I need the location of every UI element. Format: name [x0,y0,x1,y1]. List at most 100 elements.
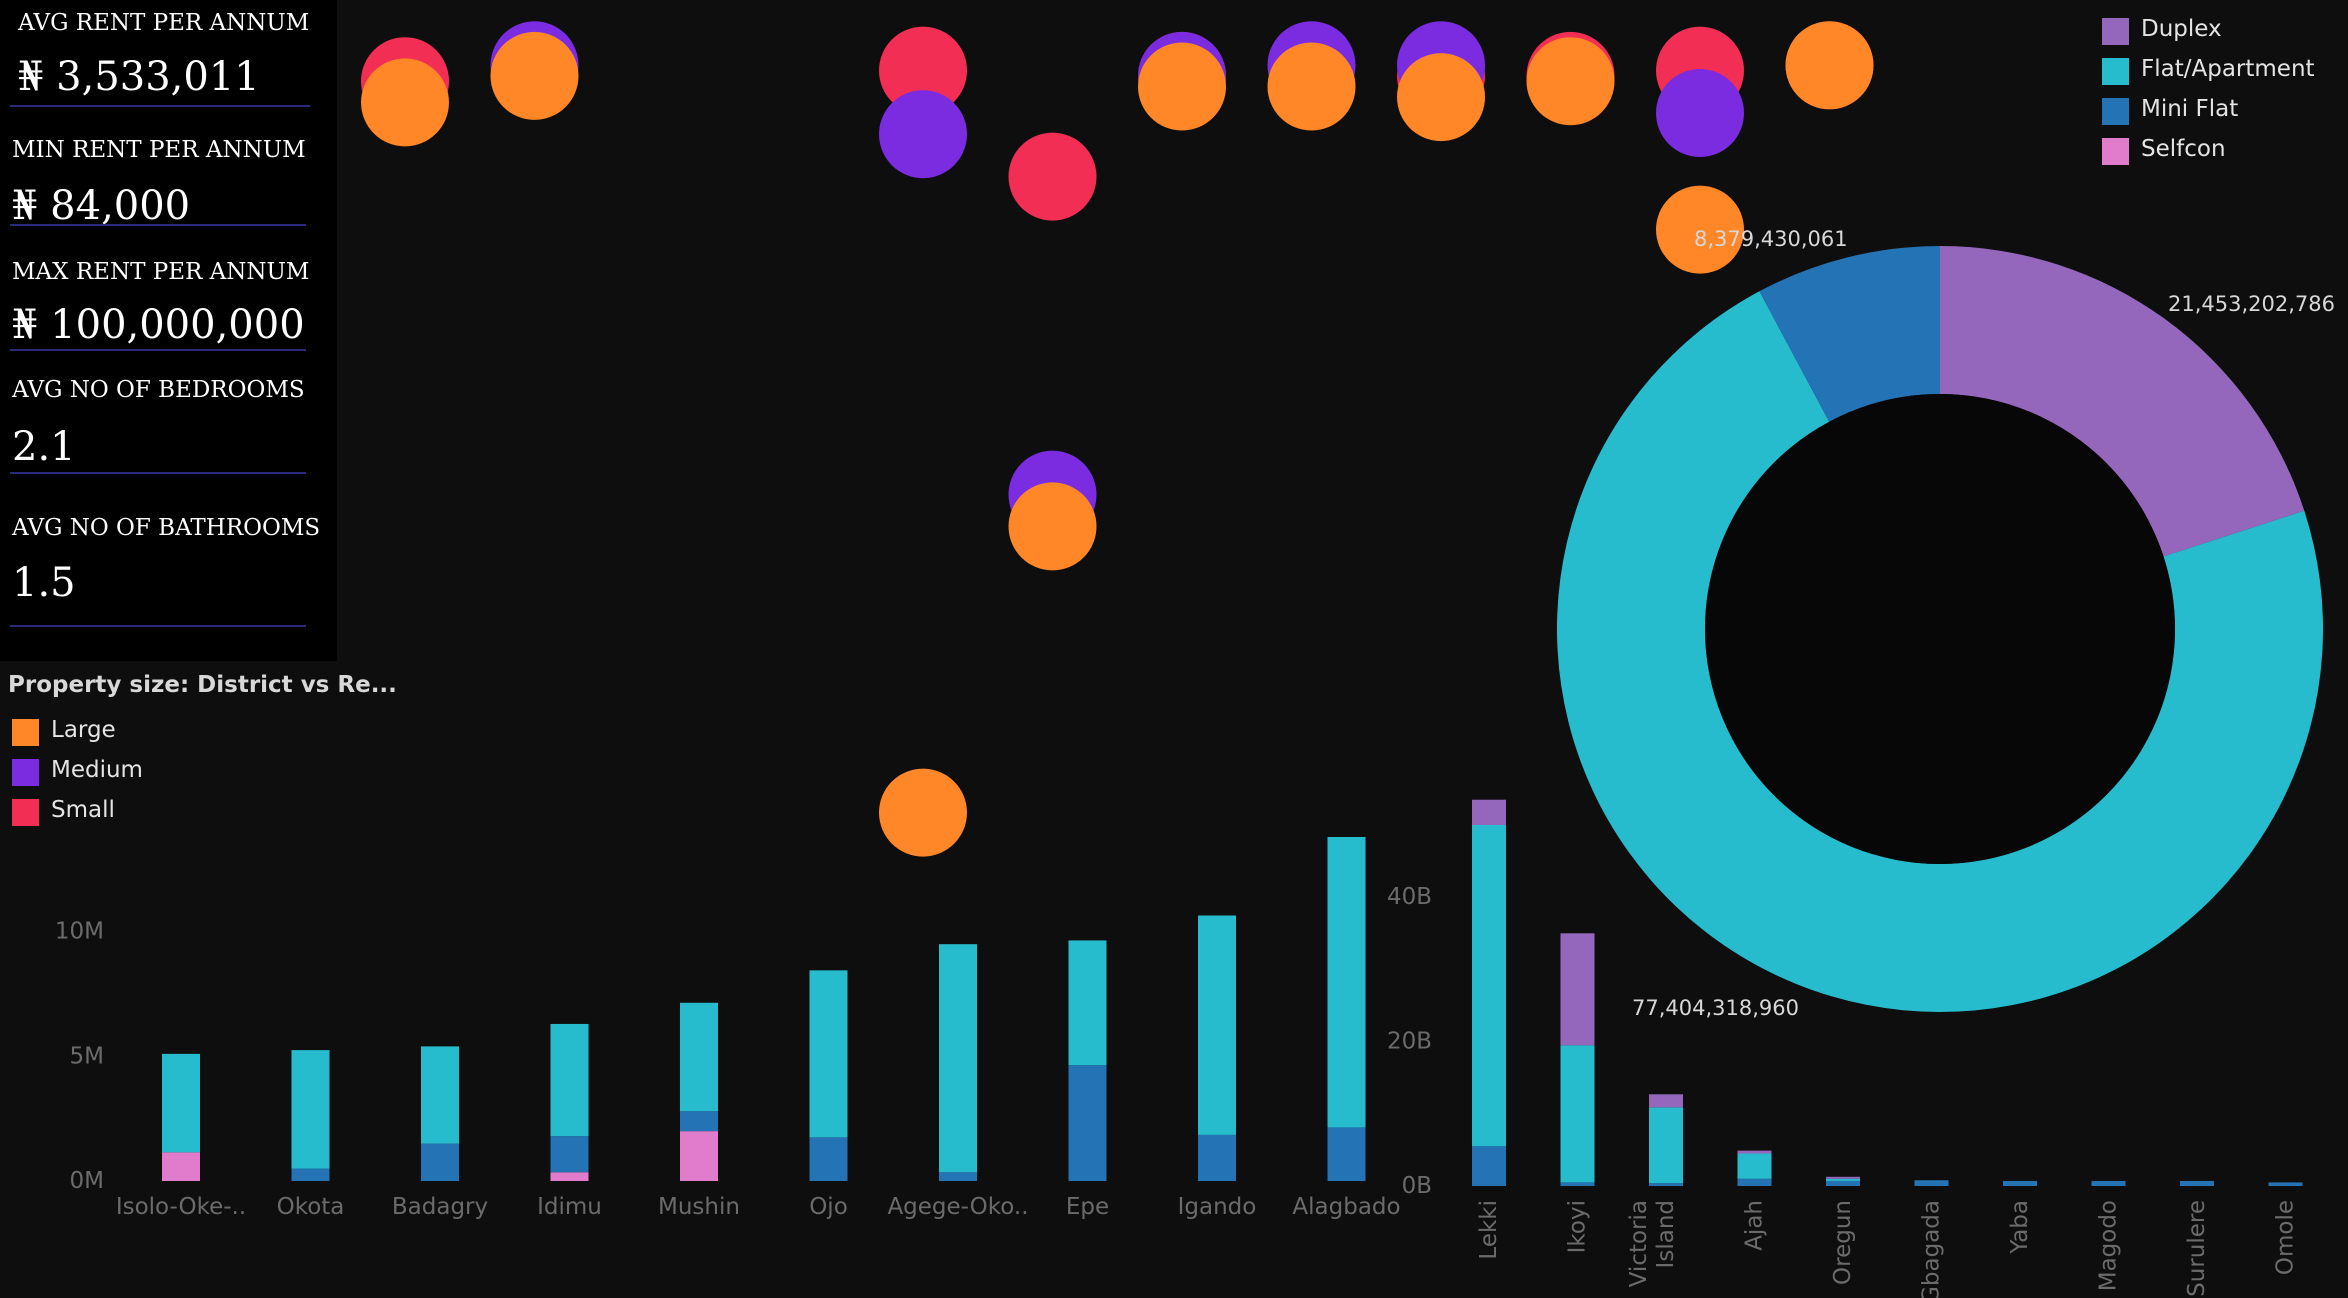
kpi-avg-bedrooms-label: AVG NO OF BEDROOMS [12,377,305,403]
bar-segment-mini-flat-idimu [550,1136,589,1173]
bar-segment-flat-apartment-lekki [1472,825,1506,1147]
donut-chart: 21,453,202,786 77,404,318,960 8,379,430,06… [1557,227,2335,1020]
kpi-divider [10,224,306,226]
kpi-divider [10,625,306,627]
bar-segment-duplex-lekki [1472,799,1506,825]
x-tick-label-epe: Epe [1066,1194,1109,1220]
legend-label-small: Small [51,797,115,823]
legend-swatch-flat-apartment [2102,58,2129,85]
scatter-point-large-alagbado [1526,37,1615,126]
kpi-max-rent-value: ₦ 100,000,000 [12,302,305,348]
bar-segment-flat-apartment-victoria-island [1649,1107,1683,1184]
donut-hole [1705,394,2175,864]
legend-label-medium: Medium [51,757,143,783]
bar-segment-flat-apartment-ajah [1737,1153,1772,1179]
x-tick-label-part: Victoria [1626,1200,1652,1287]
x-tick-label-igando: Igando [1178,1194,1257,1220]
scatter-point-large-isolo-oke [361,58,449,147]
bar-segment-flat-apartment-ojo [809,970,848,1138]
x-tick-label-ajah: Ajah [1742,1200,1768,1251]
donut-slice-mini-flat [1759,246,1940,422]
y-tick-label-left-0m: 0M [70,1168,104,1194]
scatter-point-large-okota [490,31,579,120]
x-tick-label-part: Yaba [2007,1200,2033,1255]
bar-segment-duplex-ajah [1737,1150,1772,1154]
bar-segment-flat-apartment-badagry [421,1046,459,1144]
x-tick-label-omole: Omole [2273,1200,2299,1275]
scatter-point-large-igando [1397,53,1485,142]
y-tick-label-right-0b: 0B [1402,1173,1432,1199]
size-legend-title: Property size: District vs Re... [8,672,397,698]
bar-segment-flat-apartment-ikoyi [1560,1045,1595,1183]
donut-label-duplex: 21,453,202,786 [2168,292,2335,316]
x-tick-label-idimu: Idimu [537,1194,602,1220]
x-tick-label-part: Ikoyi [1565,1200,1591,1253]
legend-swatch-mini-flat [2102,98,2129,125]
kpi-divider [10,472,306,474]
x-tick-label-mushin: Mushin [658,1194,740,1220]
x-tick-label-isolo-oke: Isolo-Oke-.. [116,1194,246,1220]
kpi-divider [10,105,310,107]
scatter-point-large-ojo [1008,482,1097,571]
x-tick-label-lekki: Lekki [1476,1200,1502,1260]
bar-segment-flat-apartment-okota [291,1050,330,1169]
bar-segment-flat-apartment-epe [1068,940,1107,1066]
x-tick-label-part: Oregun [1830,1200,1856,1285]
legend-swatch-small [12,799,39,826]
x-tick-label-part: Ajah [1742,1200,1768,1251]
x-tick-label-part: Gbagada [1919,1200,1945,1298]
bar-segment-mini-flat-magodo [2091,1180,2126,1186]
kpi-divider [10,349,306,351]
bar-segment-mini-flat-ojo [809,1137,848,1181]
donut-slice-duplex [1940,246,2305,557]
legend-label-duplex: Duplex [2141,16,2222,42]
bar-segment-mini-flat-lekki [1472,1146,1506,1186]
bar-segment-mini-flat-surulere [2180,1180,2214,1186]
bar-segment-mini-flat-mushin [680,1111,718,1132]
bar-segment-mini-flat-oregun [1826,1180,1860,1186]
scatter-point-medium-lekki [1656,69,1744,157]
bar-segment-duplex-oregun [1826,1176,1860,1179]
bar-segment-mini-flat-agege-oko [939,1172,977,1181]
x-tick-label-surulere: Surulere [2184,1200,2210,1297]
bar-segment-flat-apartment-igando [1198,915,1236,1135]
bar-segment-flat-apartment-oregun [1826,1178,1860,1181]
y-tick-label-left-10m: 10M [55,919,104,945]
scatter-point-medium-mushin [879,90,967,179]
kpi-panel: AVG RENT PER ANNUM ₦ 3,533,011 MIN RENT … [0,0,337,661]
scatter-point-large-epe [1267,42,1356,131]
legend-swatch-medium [12,759,39,786]
y-tick-label-right-40b: 40B [1387,884,1432,910]
x-tick-label-part: Island [1653,1200,1679,1268]
bar-segment-flat-apartment-mushin [680,1002,718,1112]
x-tick-label-oregun: Oregun [1830,1200,1856,1285]
donut-label-mini-flat: 8,379,430,061 [1694,227,1848,251]
bar-segment-flat-apartment-isolo-oke [162,1053,200,1153]
legend-swatch-selfcon [2102,138,2129,165]
bar-segment-mini-flat-ajah [1737,1178,1772,1186]
bar-segment-mini-flat-alagbado [1327,1127,1366,1181]
scatter-point-small-mushin [879,26,967,115]
y-tick-label-right-20b: 20B [1387,1029,1432,1055]
x-tick-label-yaba: Yaba [2007,1200,2033,1255]
bar-segment-flat-apartment-idimu [550,1023,589,1137]
x-tick-label-part: Magodo [2096,1200,2122,1291]
bar-segment-mini-flat-ikoyi [1560,1182,1595,1186]
bar-segment-duplex-victoria-island [1649,1094,1683,1108]
legend-swatch-duplex [2102,18,2129,45]
donut-slice-flat-apartment [1557,291,2323,1012]
kpi-min-rent-label: MIN RENT PER ANNUM [12,137,306,163]
scatter-point-large-agege-oko [1138,42,1226,131]
legend-label-flat-apartment: Flat/Apartment [2141,56,2315,82]
x-tick-label-alagbado: Alagbado [1292,1194,1400,1220]
scatter-point-large-lekki [1656,185,1744,274]
kpi-min-rent-value: ₦ 84,000 [12,183,191,229]
kpi-avg-bedrooms-value: 2.1 [12,424,76,470]
x-tick-label-magodo: Magodo [2096,1200,2122,1291]
kpi-avg-rent-value: ₦ 3,533,011 [18,54,260,100]
scatter-point-small-ojo [1008,132,1097,221]
x-tick-label-part: Surulere [2184,1200,2210,1297]
legend-label-large: Large [51,717,116,743]
bar-segment-selfcon-idimu [550,1172,589,1181]
